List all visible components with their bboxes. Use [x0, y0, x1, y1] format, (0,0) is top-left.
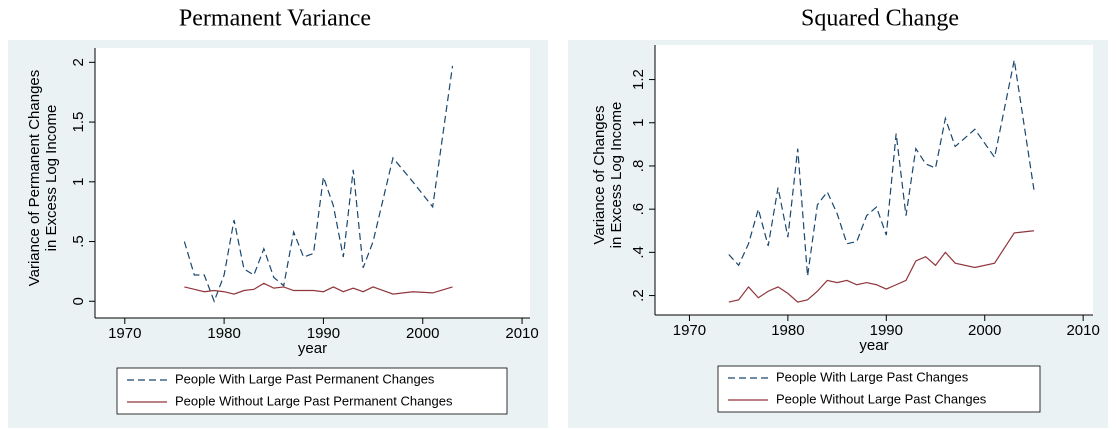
y-tick-label: 1: [70, 178, 87, 186]
chart-title: Squared Change: [801, 6, 959, 32]
y-tick-label: 1: [630, 119, 647, 127]
y-tick-label: .4: [630, 246, 647, 259]
x-tick-label: 1970: [673, 322, 706, 339]
data-line: [728, 60, 1035, 277]
y-tick-label: 1.2: [630, 69, 647, 90]
legend-label: People With Large Past Changes: [776, 369, 969, 384]
y-tick-label: 2: [70, 58, 87, 66]
legend-label: People Without Large Past Changes: [776, 391, 987, 406]
data-line: [184, 282, 453, 295]
plot-area: [95, 48, 530, 318]
x-tick-label: 1970: [108, 325, 141, 342]
data-line: [183, 65, 454, 303]
y-axis-label: Variance of Permanent Changes: [26, 70, 43, 287]
x-tick-label: 1990: [307, 325, 340, 342]
x-tick-label: 1990: [870, 322, 903, 339]
chart-title: Permanent Variance: [179, 6, 371, 32]
y-axis-label: Variance of Changes: [591, 106, 608, 245]
y-tick-label: .6: [630, 203, 647, 216]
x-tick-label: 2000: [406, 325, 439, 342]
legend-box: [717, 365, 1041, 413]
x-axis-label: year: [298, 340, 327, 357]
legend-label: People Without Large Past Permanent Chan…: [175, 393, 453, 408]
x-tick-label: 1980: [771, 322, 804, 339]
x-tick-label: 2010: [1066, 322, 1099, 339]
y-tick-label: 0: [70, 297, 87, 305]
legend-box: [116, 367, 508, 415]
x-tick-label: 1980: [207, 325, 240, 342]
y-axis-label: in Excess Log Income: [43, 105, 60, 252]
x-axis-label: year: [859, 337, 888, 354]
legend-label: People With Large Past Permanent Changes: [175, 371, 435, 386]
y-tick-label: 1.5: [70, 112, 87, 133]
y-tick-label: .5: [70, 235, 87, 248]
plot-area: [655, 45, 1093, 315]
data-line: [728, 230, 1035, 303]
y-tick-label: .8: [630, 160, 647, 173]
y-tick-label: .2: [630, 289, 647, 302]
x-tick-label: 2000: [968, 322, 1001, 339]
y-axis-label: in Excess Log Income: [608, 102, 625, 249]
x-tick-label: 2010: [505, 325, 538, 342]
